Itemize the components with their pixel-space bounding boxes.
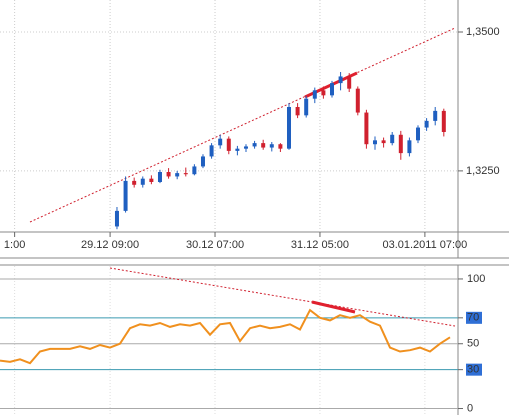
- x-tick-label: 29.12 09:00: [81, 239, 139, 251]
- candle-body: [252, 143, 257, 147]
- candle-body: [312, 90, 317, 99]
- candle-body: [398, 134, 403, 154]
- candle-body: [295, 107, 300, 116]
- candle-body: [381, 140, 386, 144]
- candle-body: [261, 143, 266, 148]
- y-tick-label: 0: [467, 402, 473, 414]
- candle-body: [235, 148, 240, 151]
- tick-highlight: [466, 311, 482, 324]
- candle-body: [416, 127, 421, 141]
- candle-body: [390, 134, 395, 144]
- trend-line: [29, 27, 456, 223]
- candle-body: [183, 173, 188, 175]
- candle-body: [338, 76, 343, 84]
- candle-body: [166, 172, 171, 177]
- candle-body: [157, 172, 162, 182]
- candle-body: [286, 107, 291, 149]
- candle-body: [373, 140, 378, 145]
- candle-body: [192, 166, 197, 175]
- candle-body: [321, 90, 326, 96]
- candle-body: [278, 144, 283, 149]
- x-tick-label: 03.01.2011 07:00: [382, 239, 467, 251]
- candle-body: [132, 180, 137, 185]
- candle-body: [364, 112, 369, 145]
- candle-body: [175, 173, 180, 177]
- candle-body: [424, 120, 429, 128]
- candle-body: [114, 210, 119, 227]
- candle-body: [329, 83, 334, 96]
- y-tick-label: 50: [467, 338, 479, 350]
- candle-body: [140, 178, 145, 185]
- candle-body: [433, 110, 438, 121]
- candle-body: [149, 178, 154, 182]
- candle-body: [355, 88, 360, 113]
- candle-body: [218, 138, 223, 146]
- candle-body: [441, 110, 446, 132]
- x-tick-label: 30.12 07:00: [186, 239, 244, 251]
- y-tick-label: 100: [467, 273, 485, 285]
- x-tick-label: 31.12 05:00: [291, 239, 349, 251]
- y-tick-label: 30: [467, 364, 479, 376]
- candle-body: [347, 76, 352, 89]
- candle-body: [243, 146, 248, 149]
- y-tick-label: 1,3500: [466, 26, 500, 38]
- rsi-trend-line: [311, 300, 356, 314]
- y-tick-label: 70: [467, 312, 479, 324]
- candle-body: [209, 145, 214, 157]
- candle-body: [123, 180, 128, 211]
- rsi-line: [0, 308, 451, 365]
- candle-body: [269, 144, 274, 148]
- candle-body: [304, 98, 309, 116]
- tick-highlight: [466, 363, 482, 376]
- y-tick-label: 1,3250: [466, 165, 500, 177]
- candle-body: [407, 140, 412, 154]
- candle-body: [226, 138, 231, 151]
- x-tick-label: 1:00: [4, 239, 25, 251]
- candle-body: [200, 156, 205, 167]
